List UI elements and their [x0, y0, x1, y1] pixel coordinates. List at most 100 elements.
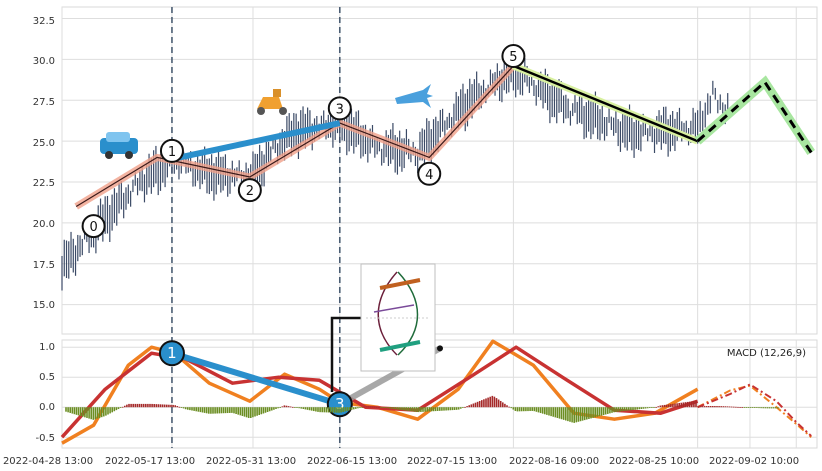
- macd-histogram-bar: [607, 407, 609, 414]
- macd-histogram-bar: [88, 407, 90, 419]
- macd-histogram-bar: [294, 407, 296, 408]
- macd-histogram-bar: [764, 407, 767, 409]
- macd-y-tick: 1.0: [39, 342, 55, 353]
- macd-histogram-bar: [258, 407, 260, 416]
- macd-histogram-bar: [722, 406, 725, 408]
- wave-label-text: 1: [168, 145, 176, 160]
- macd-histogram-bar: [300, 407, 302, 409]
- macd-histogram-bar: [224, 407, 227, 414]
- macd-histogram-bar: [214, 407, 216, 414]
- macd-histogram-bar: [611, 407, 613, 413]
- macd-histogram-bar: [266, 407, 269, 413]
- macd-histogram-bar: [310, 407, 313, 411]
- macd-histogram-bar: [94, 407, 97, 420]
- macd-histogram-bar: [558, 407, 561, 419]
- macd-histogram-bar: [632, 407, 634, 410]
- macd-histogram-bar: [600, 407, 603, 416]
- macd-histogram-bar: [273, 407, 275, 410]
- macd-histogram-bar: [128, 403, 130, 408]
- macd-histogram-bar: [199, 407, 202, 413]
- macd-histogram-bar: [306, 407, 309, 410]
- macd-histogram-bar: [201, 407, 204, 413]
- macd-histogram-bar: [737, 406, 739, 408]
- macd-histogram-bar: [457, 407, 460, 410]
- macd-histogram-bar: [571, 407, 573, 423]
- macd-histogram-bar: [550, 407, 552, 417]
- macd-histogram-bar: [86, 407, 88, 418]
- macd-histogram-bar: [180, 407, 183, 408]
- macd-histogram-bar: [562, 407, 565, 420]
- macd-histogram-bar: [649, 407, 651, 409]
- macd-histogram-bar: [678, 403, 680, 408]
- macd-histogram-bar: [369, 406, 372, 408]
- macd-histogram-bar: [688, 401, 691, 408]
- macd-histogram-bar: [489, 396, 491, 408]
- macd-histogram-bar: [520, 407, 523, 412]
- macd-histogram-bar: [271, 407, 273, 411]
- macd-projection-line: [697, 384, 812, 438]
- macd-histogram-bar: [222, 407, 225, 414]
- macd-histogram-bar: [464, 406, 466, 408]
- macd-legend: MACD (12,26,9): [727, 348, 806, 359]
- macd-histogram-bar: [751, 407, 754, 408]
- macd-histogram-bar: [115, 407, 118, 411]
- macd-histogram-bar: [619, 407, 622, 412]
- macd-histogram-bar: [756, 407, 758, 408]
- macd-histogram-bar: [560, 407, 563, 420]
- macd-histogram-bar: [411, 407, 414, 412]
- macd-histogram-bar: [552, 407, 554, 417]
- macd-histogram-bar: [569, 407, 571, 422]
- macd-histogram-bar: [220, 407, 223, 414]
- macd-histogram-bar: [539, 407, 542, 414]
- macd-histogram-layer: [65, 395, 779, 423]
- macd-histogram-bar: [287, 406, 290, 408]
- price-series-layer: [61, 44, 815, 291]
- macd-histogram-bar: [468, 405, 470, 408]
- macd-histogram-bar: [329, 407, 332, 413]
- macd-histogram-bar: [567, 407, 569, 422]
- macd-histogram-bar: [768, 407, 771, 409]
- macd-histogram-bar: [350, 407, 353, 410]
- macd-histogram-bar: [279, 407, 281, 408]
- x-tick: 2022-05-17 13:00: [105, 456, 195, 467]
- macd-histogram-bar: [529, 407, 531, 412]
- macd-histogram-bar: [426, 407, 428, 412]
- signal-projection-line: [697, 383, 812, 437]
- macd-histogram-bar: [749, 407, 752, 408]
- macd-histogram-bar: [281, 406, 284, 408]
- vertical-reference-lines: [171, 7, 341, 448]
- macd-wave-label-text: 1: [167, 344, 177, 362]
- macd-histogram-bar: [117, 407, 120, 410]
- macd-histogram-bar: [762, 407, 764, 409]
- macd-histogram-bar: [630, 407, 632, 411]
- macd-histogram-bar: [363, 406, 365, 408]
- macd-histogram-bar: [481, 400, 483, 408]
- macd-histogram-bar: [693, 401, 695, 408]
- macd-histogram-bar: [367, 406, 370, 408]
- macd-histogram-bar: [527, 407, 529, 412]
- macd-histogram-bar: [657, 406, 659, 408]
- wave-path: [75, 65, 514, 208]
- macd-histogram-bar: [352, 407, 355, 410]
- macd-histogram-bar: [661, 405, 664, 408]
- macd-histogram-bar: [665, 404, 668, 408]
- macd-histogram-bar: [176, 406, 179, 408]
- macd-histogram-bar: [460, 407, 462, 409]
- x-tick: 2022-05-31 13:00: [206, 456, 296, 467]
- macd-histogram-bar: [79, 407, 82, 417]
- macd-histogram-bar: [151, 403, 153, 408]
- macd-histogram-bar: [770, 407, 773, 409]
- macd-histogram-bar: [373, 406, 376, 408]
- macd-histogram-bar: [644, 407, 647, 409]
- price-y-tick: 32.5: [33, 16, 55, 27]
- macd-y-tick: -0.5: [35, 433, 55, 444]
- macd-histogram-bar: [216, 407, 218, 414]
- macd-histogram-bar: [638, 407, 641, 410]
- macd-histogram-bar: [342, 407, 344, 412]
- macd-histogram-bar: [124, 405, 126, 408]
- macd-histogram-bar: [235, 407, 237, 414]
- macd-histogram-bar: [321, 407, 323, 413]
- macd-histogram-bar: [340, 407, 342, 413]
- macd-histogram-bar: [512, 407, 515, 410]
- macd-histogram-bar: [596, 407, 599, 417]
